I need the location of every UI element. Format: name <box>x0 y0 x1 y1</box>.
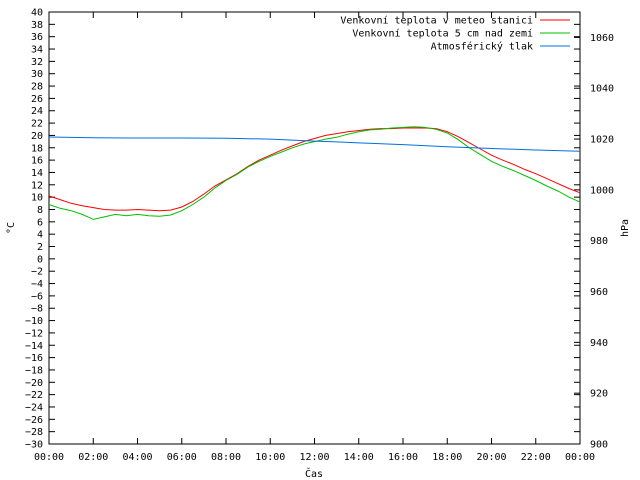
y2-tick-label: 980 <box>590 236 608 247</box>
y2-tick-label: 1060 <box>590 33 614 44</box>
y2-tick-label: 900 <box>590 440 608 451</box>
series-line-0 <box>48 127 581 212</box>
plot-border <box>48 11 581 445</box>
series-layer <box>48 126 581 220</box>
y-tick-label: −16 <box>25 353 43 364</box>
x-tick-label: 04:00 <box>122 452 152 463</box>
y-tick-label: −22 <box>25 390 43 401</box>
y2-tick-label: 920 <box>590 389 608 400</box>
y-axis-label: °C <box>6 222 17 234</box>
y-tick-label: −14 <box>25 341 43 352</box>
legend-label: Venkovní teplota 5 cm nad zemí <box>352 28 533 40</box>
y2-axis-label: hPa <box>620 219 631 237</box>
x-tick-label: 20:00 <box>476 452 506 463</box>
y-tick-label: −8 <box>31 304 43 315</box>
x-axis-label: Čas <box>305 467 323 480</box>
y2-tick-label: 960 <box>590 287 608 298</box>
x-tick-label: 12:00 <box>299 452 329 463</box>
y-tick-label: 36 <box>31 32 43 43</box>
y-tick-label: 2 <box>37 242 43 253</box>
y-tick-label: −24 <box>25 402 43 413</box>
y2-tick-label: 1020 <box>590 135 614 146</box>
y2-axis-ticks: 900 920 940 960 980 1000 1020 1040 1060 <box>574 33 614 451</box>
x-tick-label: 10:00 <box>255 452 285 463</box>
y-tick-label: 26 <box>31 94 43 105</box>
x-tick-label: 06:00 <box>167 452 197 463</box>
legend: Venkovní teplota v meteo staniciVenkovní… <box>340 15 570 53</box>
x-tick-label: 14:00 <box>344 452 374 463</box>
y-tick-label: 10 <box>31 193 43 204</box>
y-tick-label: 24 <box>31 106 43 117</box>
series-line-2 <box>48 136 581 152</box>
legend-label: Atmosférický tlak <box>431 41 533 53</box>
y-tick-label: −12 <box>25 328 43 339</box>
y-tick-label: 30 <box>31 69 43 80</box>
y-tick-label: 8 <box>37 205 43 216</box>
legend-label: Venkovní teplota v meteo stanici <box>340 15 533 27</box>
y-tick-label: −4 <box>31 279 43 290</box>
y-tick-label: 4 <box>37 230 43 241</box>
x-tick-label: 16:00 <box>388 452 418 463</box>
y-tick-label: 18 <box>31 143 43 154</box>
x-tick-label: 00:00 <box>34 452 64 463</box>
y-tick-label: 14 <box>31 168 43 179</box>
y-tick-label: 6 <box>37 217 43 228</box>
y-tick-label: 22 <box>31 119 43 130</box>
x-tick-label: 00:00 <box>565 452 595 463</box>
y-tick-label: 0 <box>37 254 43 265</box>
y-tick-label: −26 <box>25 415 43 426</box>
y-tick-label: −10 <box>25 316 43 327</box>
y2-tick-label: 1040 <box>590 84 614 95</box>
y-tick-label: 20 <box>31 131 43 142</box>
y-tick-label: −2 <box>31 267 43 278</box>
x-tick-label: 02:00 <box>78 452 108 463</box>
y-tick-label: −20 <box>25 378 43 389</box>
x-tick-label: 18:00 <box>432 452 462 463</box>
x-axis-ticks: 00:00 02:00 04:00 06:00 08:00 10:00 12:00 14:00… <box>34 12 595 463</box>
y-tick-label: −6 <box>31 291 43 302</box>
y-tick-label: −30 <box>25 440 43 451</box>
y-tick-label: 38 <box>31 20 43 31</box>
x-tick-label: 22:00 <box>521 452 551 463</box>
y-tick-label: −18 <box>25 365 43 376</box>
y2-tick-label: 1000 <box>590 185 614 196</box>
y-axis-ticks: 4038363432302826242220181614121086420−2−… <box>25 8 580 451</box>
y-tick-label: 34 <box>31 45 43 56</box>
y2-tick-label: 940 <box>590 338 608 349</box>
y-tick-label: −28 <box>25 427 43 438</box>
y-tick-label: 12 <box>31 180 43 191</box>
y-tick-label: 32 <box>31 57 43 68</box>
y-tick-label: 40 <box>31 8 43 19</box>
y-tick-label: 28 <box>31 82 43 93</box>
y-tick-label: 16 <box>31 156 43 167</box>
x-tick-label: 08:00 <box>211 452 241 463</box>
